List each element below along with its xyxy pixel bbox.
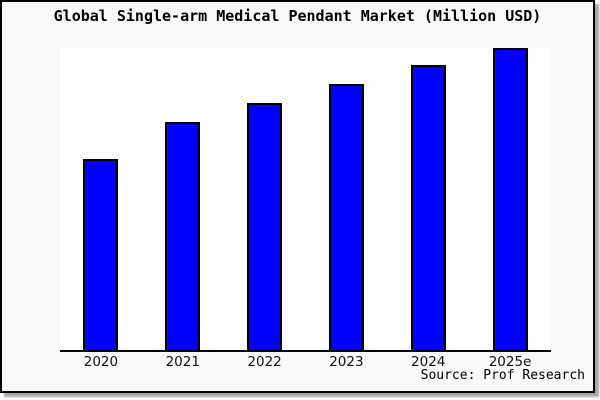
x-tick-label: 2025e [488,354,532,370]
chart-title: Global Single-arm Medical Pendant Market… [53,7,542,25]
source-note: Source: Prof Research [420,368,585,383]
x-tick-label: 2021 [165,354,200,370]
bar-column [387,48,469,350]
x-tick-label: 2022 [247,354,282,370]
bar-2021 [165,121,201,350]
x-axis-labels: 2020 2021 2022 2023 2024 2025e [60,354,551,370]
bar-2022 [247,102,283,350]
bar-column [305,48,387,350]
x-tick-label: 2023 [329,354,364,370]
bar-2024 [410,64,446,350]
bar-column [469,47,551,350]
bars [60,47,551,350]
bar-column [224,48,306,350]
bar-column [60,48,142,350]
x-tick-label: 2024 [411,354,446,370]
plot-area [60,47,551,352]
chart-frame: Global Single-arm Medical Pendant Market… [0,0,595,393]
bar-2020 [83,159,119,350]
bar-2023 [328,83,364,350]
bar-column [142,48,224,350]
bar-2025e [492,47,528,350]
x-tick-label: 2020 [83,354,119,370]
